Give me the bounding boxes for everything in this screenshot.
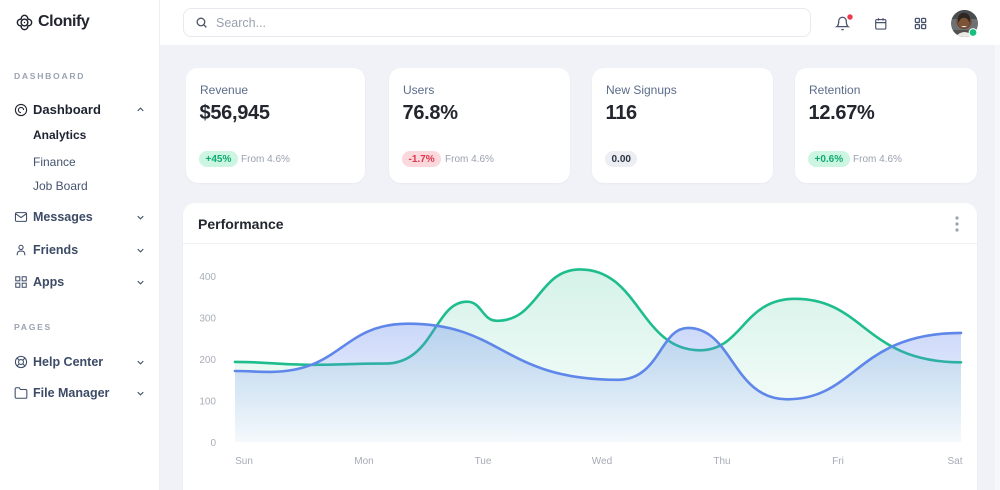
svg-text:100: 100	[199, 397, 216, 408]
svg-text:400: 400	[199, 272, 216, 283]
svg-text:Mon: Mon	[354, 456, 373, 467]
svg-text:Sat: Sat	[947, 456, 962, 467]
svg-text:Sun: Sun	[235, 456, 253, 467]
svg-text:200: 200	[199, 355, 216, 366]
svg-text:0: 0	[210, 438, 216, 449]
svg-text:Thu: Thu	[713, 456, 730, 467]
svg-text:300: 300	[199, 314, 216, 325]
svg-text:Wed: Wed	[592, 456, 612, 467]
svg-text:Tue: Tue	[475, 456, 492, 467]
svg-text:Fri: Fri	[832, 456, 844, 467]
